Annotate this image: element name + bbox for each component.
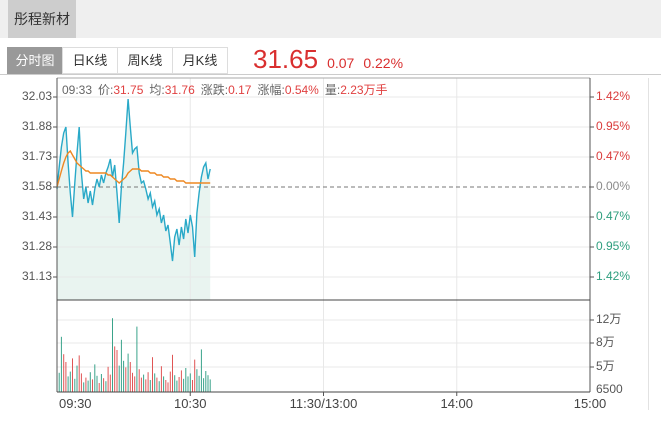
percent-tick-label: 0.47% [596,209,631,223]
info-segment: 涨跌: [200,83,229,97]
info-segment: 均: [149,83,165,97]
price-tick-label: 31.73 [21,149,52,163]
percent-tick-label: 0.95% [596,119,631,133]
last-price: 31.65 [253,44,319,74]
chart-period-tabs: 分时图 日K线 周K线 月K线 [7,47,228,74]
quote-summary: 31.65 0.07 0.22% [253,44,403,75]
title-bar: 彤程新材 [0,0,661,38]
percent-tick-label: 0.95% [596,239,631,253]
panel-right-edge [648,78,649,410]
price-tick-label: 31.88 [21,119,52,133]
price-tick-label: 31.28 [21,239,52,253]
price-tick-label: 31.43 [21,209,52,223]
stock-name-tab[interactable]: 彤程新材 [8,0,76,38]
time-tick-label: 15:00 [573,396,607,411]
time-tick-label: 11:30/13:00 [289,396,358,411]
info-segment: 09:33 [62,83,93,97]
tab-月K线[interactable]: 月K线 [172,47,228,74]
price-tick-label: 32.03 [21,89,52,103]
volume-tick-label: 6500 [596,382,623,396]
info-segment: 31.76 [164,83,195,97]
info-segment: 价: [98,83,114,97]
percent-tick-label: 0.47% [596,149,631,163]
time-tick-label: 14:00 [440,396,474,411]
tabbar-divider [0,74,661,75]
info-segment: 量: [324,83,341,97]
price-tick-label: 31.13 [21,269,52,283]
volume-tick-label: 5万 [596,359,615,373]
time-tick-label: 10:30 [173,396,207,411]
percent-tick-label: 1.42% [596,269,631,283]
info-bar: 09:33 价:31.75 均:31.76 涨跌:0.17 涨幅:0.54% 量:2.23… [62,81,388,98]
time-tick-label: 09:30 [59,396,92,411]
price-change-percent: 0.22% [363,55,404,71]
info-segment: 0.54% [284,83,319,97]
volume-tick-label: 8万 [596,335,615,349]
info-segment: 涨幅: [257,83,285,97]
volume-tick-label: 12万 [596,312,622,326]
info-segment: 2.23万手 [340,83,388,97]
info-segment: 0.17 [228,83,252,97]
tab-日K线[interactable]: 日K线 [62,47,118,74]
percent-tick-label: 1.42% [596,89,631,103]
percent-tick-label: 0.00% [596,179,631,193]
info-segment: 31.75 [113,83,144,97]
price-change: 0.07 [327,55,355,71]
tab-周K线[interactable]: 周K线 [117,47,173,74]
price-tick-label: 31.58 [21,179,52,193]
stock-name: 彤程新材 [14,11,70,27]
